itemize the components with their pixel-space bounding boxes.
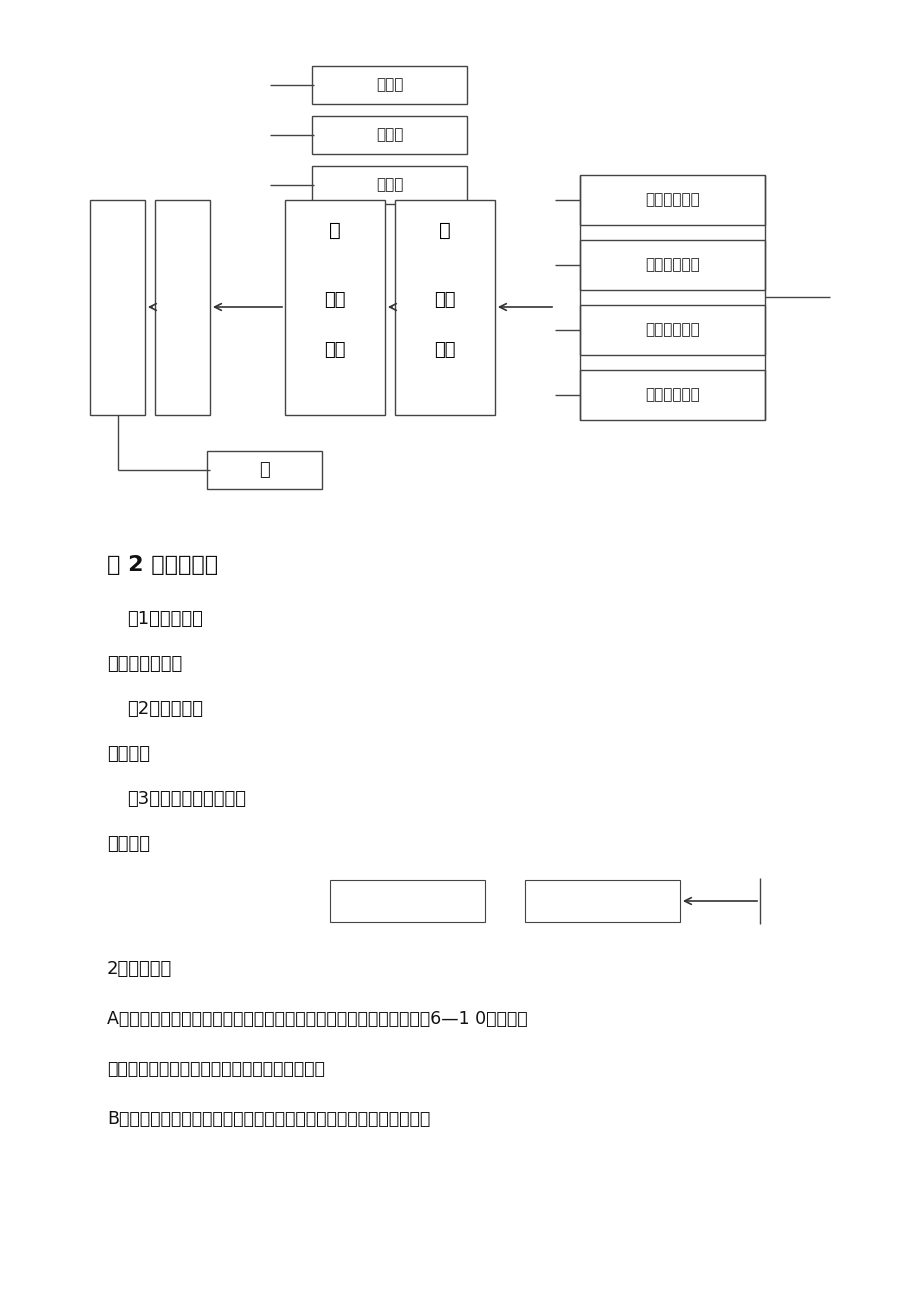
Text: 镀锌线管: 镀锌线管 (107, 745, 150, 762)
Text: 施工工序: 施工工序 (107, 835, 150, 853)
Text: 2）安装方法: 2）安装方法 (107, 960, 172, 978)
Text: 套丝牙，做好标记，以便日后作疏浚管盒之用。: 套丝牙，做好标记，以便日后作疏浚管盒之用。 (107, 1060, 324, 1079)
Text: 第 2 章线管安装: 第 2 章线管安装 (107, 556, 218, 575)
Text: 电气照明系统: 电气照明系统 (644, 258, 699, 272)
Bar (154, 200, 210, 415)
Bar (208, 451, 323, 489)
Text: 低压变配电施: 低压变配电施 (644, 193, 699, 207)
Text: （1）安装方式: （1）安装方式 (127, 610, 203, 628)
Bar (312, 116, 467, 154)
Bar (579, 176, 765, 225)
Text: 电气消防系统: 电气消防系统 (644, 323, 699, 337)
Bar (330, 879, 484, 922)
Bar (579, 304, 765, 355)
Text: 消久材: 消久材 (376, 127, 403, 143)
Bar (312, 66, 467, 104)
Text: （3）暗敏管线安装方法: （3）暗敏管线安装方法 (127, 790, 245, 808)
Text: 电调: 电调 (323, 341, 346, 359)
Text: 查绝: 查绝 (434, 341, 455, 359)
Text: 电视、音响、: 电视、音响、 (644, 388, 699, 402)
Bar (90, 200, 145, 415)
Text: 致: 致 (259, 461, 270, 479)
Bar (525, 879, 679, 922)
Text: A、预埋楼板管时，预先测量放线及弯好定型弯头（不小于管子直径的6—1 0倍），并: A、预埋楼板管时，预先测量放线及弯好定型弯头（不小于管子直径的6—1 0倍），并 (107, 1010, 528, 1028)
Bar (579, 239, 765, 290)
Text: B、由于楼面配管与土建作业属于交叉施工（模板完成时，测量画位，: B、由于楼面配管与土建作业属于交叉施工（模板完成时，测量画位， (107, 1110, 430, 1128)
Text: 路检: 路检 (434, 291, 455, 310)
Bar (579, 369, 765, 420)
Text: 系: 系 (329, 220, 341, 239)
Text: 营动力: 营动力 (376, 177, 403, 193)
Text: 楼板、墙内暗装: 楼板、墙内暗装 (107, 654, 182, 673)
Bar (394, 200, 494, 415)
Text: （2）安装材料: （2）安装材料 (127, 700, 203, 718)
Bar (285, 200, 384, 415)
Text: 班场务: 班场务 (376, 78, 403, 92)
Text: 线: 线 (438, 220, 450, 239)
Bar (312, 167, 467, 204)
Text: 统送: 统送 (323, 291, 346, 310)
